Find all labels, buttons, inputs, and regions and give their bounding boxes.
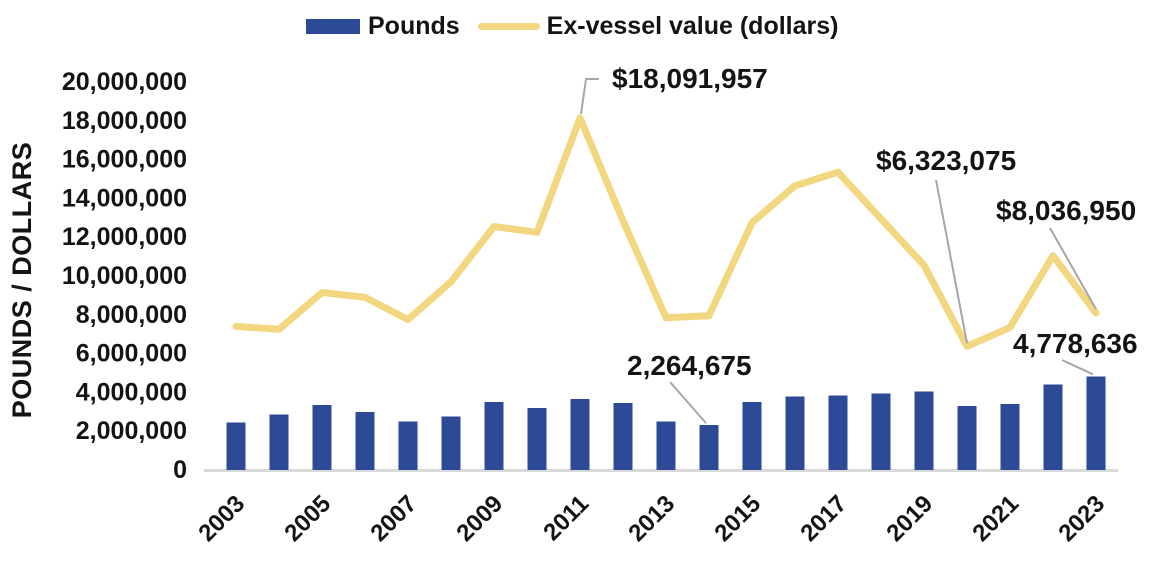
x-tick-label-2023: 2023	[1053, 490, 1110, 547]
y-tick-label: 2,000,000	[76, 417, 187, 445]
y-axis-title: POUNDS / DOLLARS	[7, 142, 37, 419]
x-tick-label-2003: 2003	[193, 490, 250, 547]
annotation-leader-line	[935, 179, 968, 344]
y-tick-label: 16,000,000	[62, 146, 187, 174]
legend-item-pounds: Pounds	[306, 11, 460, 40]
annotation-label-2020: $6,323,075	[876, 145, 1016, 176]
bar-2016	[785, 396, 805, 471]
ex-vessel-value-line	[232, 114, 1100, 350]
legend: Pounds Ex-vessel value (dollars)	[306, 8, 838, 44]
bar-2003	[226, 422, 246, 470]
bar-2008	[441, 416, 461, 470]
y-tick-label: 12,000,000	[62, 223, 187, 251]
bar-2013	[656, 421, 676, 470]
bar-2009	[484, 402, 504, 470]
y-tick-label: 8,000,000	[76, 301, 187, 329]
annotation-leader-line	[1049, 227, 1097, 310]
annotation-leader-line	[669, 381, 707, 424]
ex-vessel-line-swatch-icon	[477, 22, 540, 30]
bar-2010	[527, 407, 547, 470]
bar-2006	[355, 411, 375, 470]
x-tick-label-2019: 2019	[881, 490, 938, 547]
x-tick-label-2015: 2015	[709, 490, 766, 547]
annotation-label-2014: 2,264,675	[627, 350, 752, 381]
x-tick-label-2021: 2021	[967, 490, 1024, 547]
x-tick-label-2013: 2013	[623, 490, 680, 547]
bar-2007	[398, 421, 418, 470]
bar-2014	[699, 425, 719, 470]
bar-2022	[1043, 384, 1063, 470]
bar-2015	[742, 402, 762, 470]
bar-2019	[914, 391, 934, 470]
y-tick-label: 14,000,000	[62, 184, 187, 212]
annotation-leader-line	[580, 78, 599, 115]
y-tick-label: 4,000,000	[76, 378, 187, 406]
legend-item-ex-vessel-value: Ex-vessel value (dollars)	[477, 11, 839, 40]
bar-2011	[570, 399, 590, 470]
legend-label-pounds: Pounds	[368, 11, 460, 40]
bar-2021	[1000, 404, 1020, 470]
y-tick-label: 6,000,000	[76, 340, 187, 368]
x-tick-label-2009: 2009	[451, 490, 508, 547]
bar-2020	[957, 405, 977, 470]
y-tick-label: 0	[173, 456, 187, 484]
annotation-label-2011: $18,091,957	[612, 63, 768, 94]
pounds-bar-swatch-icon	[306, 18, 360, 34]
x-tick-label-2005: 2005	[279, 490, 336, 547]
y-tick-label: 20,000,000	[62, 68, 187, 96]
bar-2012	[613, 403, 633, 470]
annotation-label-2023: 4,778,636	[1013, 328, 1138, 359]
legend-label-ex-vessel-value: Ex-vessel value (dollars)	[546, 11, 839, 40]
x-tick-label-2017: 2017	[795, 490, 852, 547]
bar-2005	[312, 405, 332, 470]
y-tick-label: 10,000,000	[62, 262, 187, 290]
bar-2017	[828, 395, 848, 470]
x-tick-label-2011: 2011	[538, 490, 594, 546]
bar-2018	[871, 393, 891, 470]
x-tick-label-2007: 2007	[365, 490, 422, 547]
annotation-label-2023: $8,036,950	[996, 195, 1136, 226]
annotation-leader-line	[1061, 359, 1094, 376]
bar-2004	[269, 414, 289, 470]
bar-2023	[1086, 376, 1106, 470]
y-tick-label: 18,000,000	[62, 107, 187, 135]
